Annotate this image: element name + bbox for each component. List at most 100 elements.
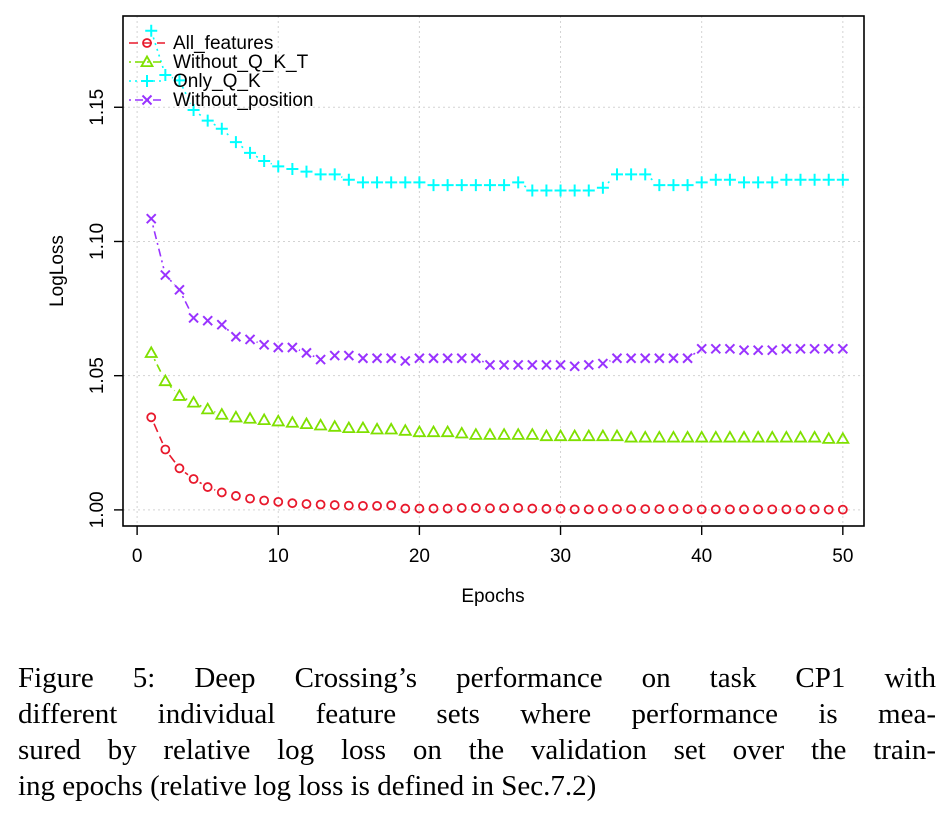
data-point: [541, 503, 552, 514]
data-point: [640, 504, 651, 514]
data-point: [736, 430, 752, 443]
data-point: [710, 343, 722, 355]
data-point: [187, 103, 200, 116]
data-point: [245, 493, 255, 504]
plot-frame: [122, 15, 865, 527]
data-point: [258, 339, 270, 351]
data-point: [273, 342, 284, 353]
x-tick-label: 20: [409, 546, 430, 567]
series-line-segment: [152, 225, 165, 269]
data-point: [695, 176, 708, 189]
series-line-segment: [184, 471, 189, 476]
x-axis-title: Epochs: [461, 586, 524, 607]
data-point: [527, 503, 538, 514]
caption-line: ing epochs (relative log loss is defined…: [18, 770, 597, 802]
data-point: [257, 412, 272, 425]
data-point: [822, 173, 835, 186]
data-point: [342, 173, 355, 186]
data-point: [215, 122, 228, 135]
data-point: [753, 504, 764, 515]
y-tick-label: 1.15: [87, 89, 108, 126]
data-point: [625, 353, 637, 364]
data-point: [287, 342, 298, 353]
data-point: [301, 347, 312, 359]
data-point: [428, 353, 439, 364]
data-point: [271, 414, 286, 427]
data-point: [454, 426, 469, 439]
line-chart: 0 10 20 30 40 50 1.00 1.05 1.10 1.15 All_feature…: [47, 15, 865, 607]
data-point: [738, 344, 750, 356]
series-line-segment: [226, 132, 232, 138]
data-point: [228, 409, 243, 423]
data-point: [159, 69, 172, 82]
data-point: [527, 359, 538, 371]
data-point: [794, 173, 807, 186]
data-point: [696, 343, 707, 355]
data-point: [428, 503, 439, 514]
figure: 0 10 20 30 40 50 1.00 1.05 1.10 1.15 All_feature…: [47, 15, 865, 607]
data-point: [498, 359, 510, 371]
data-point: [498, 179, 511, 192]
legend-label: All_features: [173, 33, 273, 54]
data-point: [315, 499, 326, 510]
data-point: [821, 431, 836, 444]
series-line-segment: [241, 145, 245, 150]
data-point: [244, 334, 256, 345]
data-point: [738, 176, 751, 189]
legend-item: Only_Q_K: [129, 71, 261, 92]
data-point: [483, 179, 496, 192]
data-point: [328, 168, 341, 181]
data-point: [638, 430, 653, 443]
data-point: [385, 176, 398, 189]
data-point: [837, 504, 848, 515]
data-point: [229, 136, 242, 149]
caption-line: different individual feature sets where …: [18, 698, 936, 730]
data-point: [287, 498, 298, 509]
data-point: [710, 504, 721, 515]
data-point: [242, 411, 258, 424]
data-point: [172, 388, 187, 401]
data-point: [286, 163, 299, 175]
x-tick-label: 30: [550, 546, 571, 567]
y-tick-label: 1.10: [87, 223, 108, 260]
data-point: [767, 504, 778, 515]
data-point: [682, 353, 693, 364]
data-point: [146, 412, 157, 423]
data-point: [694, 430, 709, 443]
series-line-segment: [199, 481, 203, 485]
caption-line: sured by relative log loss on the valida…: [18, 734, 936, 766]
data-point: [343, 350, 355, 361]
data-point: [273, 496, 284, 507]
series-line-segment: [153, 358, 163, 376]
data-point: [300, 165, 313, 178]
data-point: [696, 504, 707, 515]
data-point: [554, 184, 567, 197]
data-point: [511, 427, 526, 440]
data-point: [400, 503, 411, 514]
data-point: [667, 179, 680, 192]
data-point: [313, 418, 328, 431]
data-point: [779, 430, 794, 443]
data-point: [202, 315, 213, 326]
data-point: [385, 353, 397, 364]
data-point: [427, 179, 440, 192]
data-point: [371, 353, 383, 364]
data-point: [214, 407, 229, 420]
series-line-segment: [169, 279, 176, 286]
data-point: [596, 181, 609, 194]
data-point: [639, 168, 652, 181]
data-point: [442, 353, 453, 364]
data-point: [682, 504, 693, 514]
figure-caption: Figure 5: Deep Crossing’s performance on…: [18, 660, 936, 804]
data-point: [765, 430, 780, 443]
data-point: [823, 504, 834, 515]
y-tick-label: 1.05: [87, 357, 108, 394]
series-line-segment: [153, 423, 164, 444]
x-tick-label: 0: [132, 546, 143, 567]
data-point: [358, 500, 368, 511]
data-point: [512, 176, 525, 189]
data-point: [597, 504, 608, 514]
data-point: [513, 503, 524, 513]
data-point: [752, 176, 765, 189]
data-point: [668, 504, 679, 514]
